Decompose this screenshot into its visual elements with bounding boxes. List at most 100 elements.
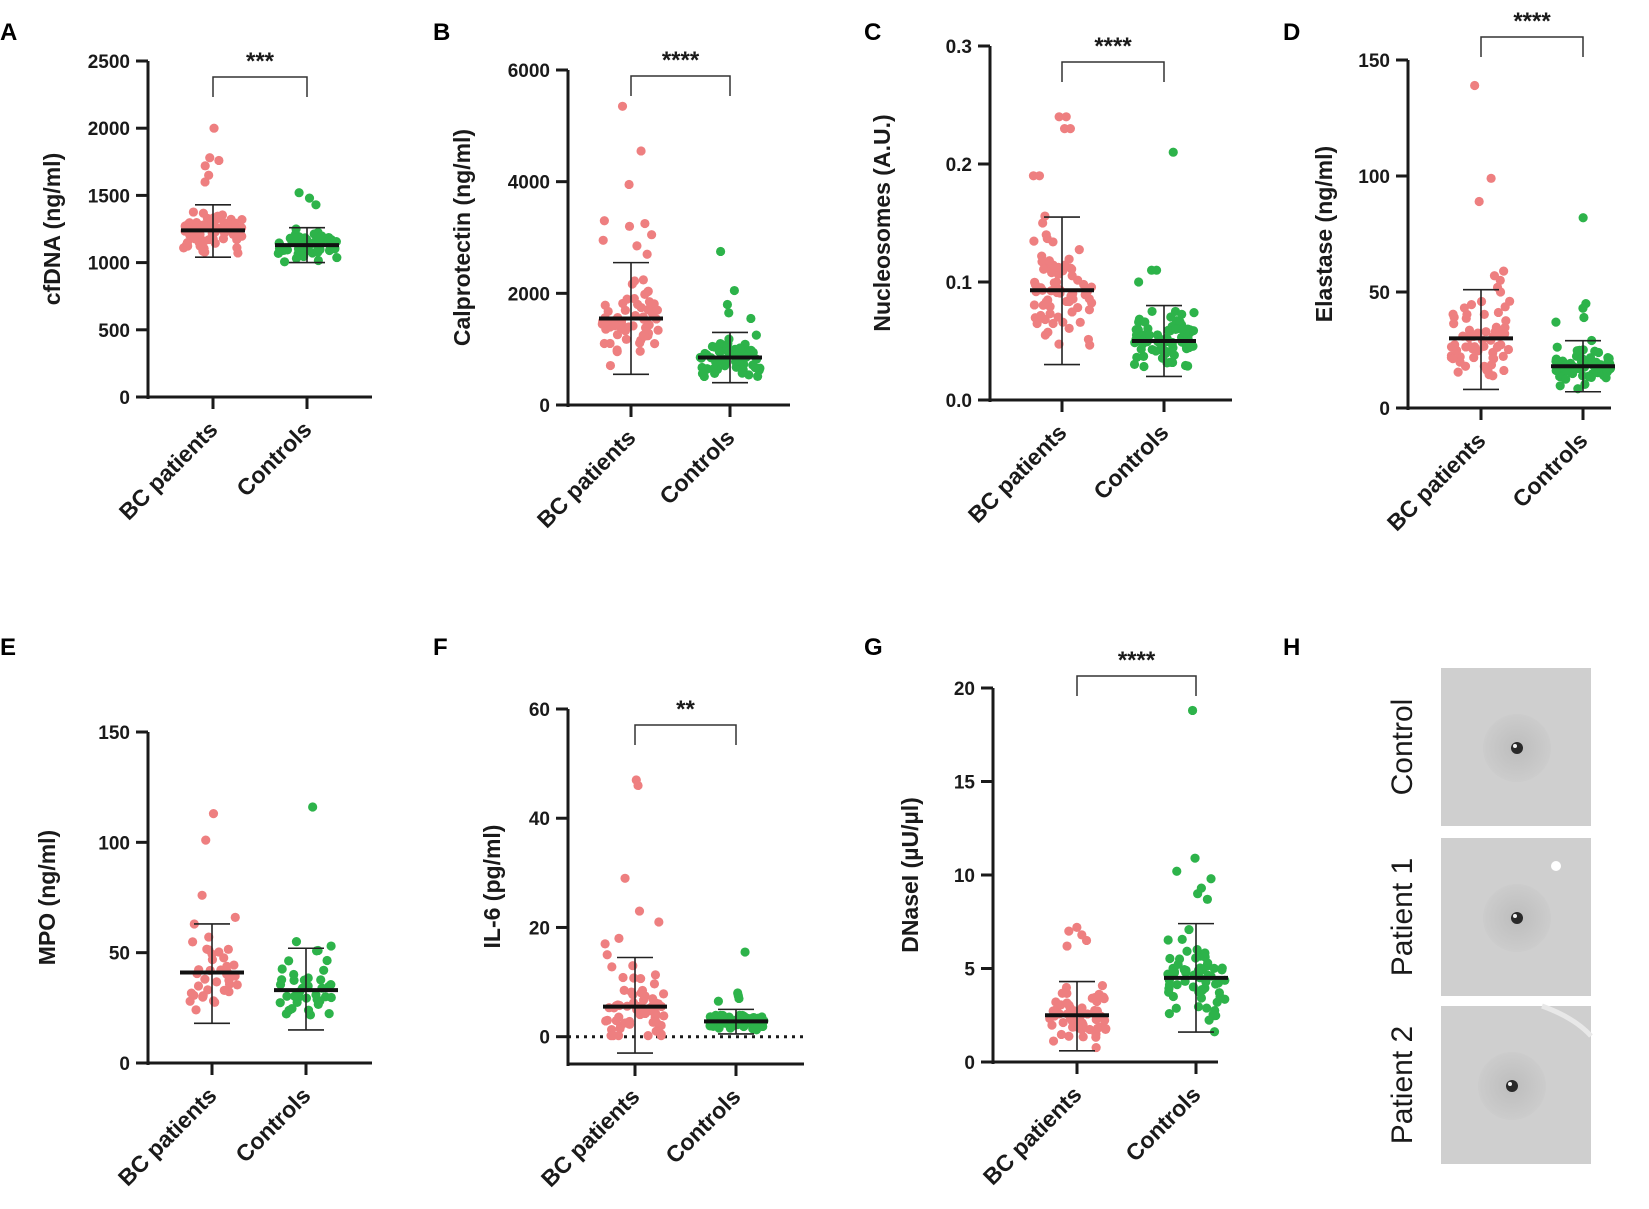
data-point bbox=[1453, 367, 1463, 377]
data-point bbox=[289, 233, 299, 243]
data-point bbox=[233, 248, 243, 258]
data-point bbox=[1048, 318, 1058, 329]
data-point bbox=[1501, 316, 1511, 326]
data-point bbox=[1499, 365, 1509, 376]
data-point bbox=[649, 979, 660, 989]
data-point bbox=[1134, 277, 1144, 287]
data-point bbox=[614, 933, 624, 943]
data-point bbox=[1057, 988, 1067, 998]
data-point bbox=[1481, 327, 1491, 337]
data-point bbox=[632, 241, 642, 251]
data-point bbox=[1037, 257, 1047, 267]
data-point bbox=[1461, 342, 1471, 352]
data-point bbox=[640, 1008, 650, 1019]
data-point bbox=[606, 1031, 616, 1041]
data-point bbox=[1173, 959, 1183, 970]
data-point bbox=[1180, 360, 1191, 371]
data-point bbox=[1097, 981, 1108, 991]
data-point bbox=[713, 996, 724, 1006]
photo-patient-1: Patient 1 bbox=[1386, 838, 1591, 996]
y-tick-label: 2000 bbox=[508, 284, 550, 305]
data-point bbox=[647, 230, 657, 240]
y-tick-label: 15 bbox=[954, 773, 976, 794]
series-patients bbox=[600, 775, 669, 1054]
data-point bbox=[188, 207, 198, 217]
data-point bbox=[601, 1016, 611, 1026]
data-point bbox=[281, 1009, 291, 1019]
x-category-label: BC patients bbox=[978, 1081, 1087, 1190]
data-point bbox=[1164, 1009, 1174, 1019]
data-point bbox=[214, 155, 224, 166]
significance-bracket bbox=[212, 76, 308, 97]
data-point bbox=[1051, 277, 1062, 287]
data-point bbox=[277, 975, 287, 985]
x-category-label: BC patients bbox=[1382, 427, 1491, 536]
data-point bbox=[1067, 271, 1077, 281]
plate-reflection bbox=[1541, 1003, 1593, 1038]
data-point bbox=[627, 279, 637, 289]
data-point bbox=[620, 873, 630, 883]
significance-stars: *** bbox=[246, 48, 275, 75]
x-category-label: Controls bbox=[1507, 427, 1592, 512]
data-point bbox=[316, 975, 326, 985]
x-category-label: BC patients bbox=[113, 1082, 222, 1191]
data-point bbox=[204, 932, 214, 942]
data-point bbox=[195, 241, 205, 251]
panel-f: F IL-6 (pg/ml) 0 20 40 60 BC patients Controls *… bbox=[433, 634, 808, 1192]
series-patients bbox=[597, 101, 663, 376]
data-point bbox=[1091, 1032, 1101, 1042]
data-point bbox=[1555, 381, 1565, 391]
data-point bbox=[209, 123, 219, 133]
data-point bbox=[1181, 344, 1192, 354]
y-tick-label: 20 bbox=[954, 679, 975, 700]
data-point bbox=[1448, 309, 1458, 319]
data-point bbox=[643, 304, 653, 315]
data-point bbox=[1139, 361, 1149, 372]
y-axis-label: cfDNA (ng/ml) bbox=[39, 153, 65, 305]
x-category-label: Controls bbox=[230, 1082, 315, 1167]
y-tick-label: 150 bbox=[1358, 51, 1390, 72]
data-point bbox=[722, 299, 733, 310]
y-axis-label: Nucleosomes (A.U.) bbox=[869, 114, 895, 331]
data-point bbox=[319, 965, 329, 975]
data-point bbox=[634, 906, 645, 916]
data-point bbox=[1171, 324, 1181, 335]
data-point bbox=[1062, 998, 1072, 1008]
data-point bbox=[230, 912, 240, 922]
data-point bbox=[1081, 935, 1092, 946]
data-point bbox=[711, 357, 721, 367]
data-point bbox=[1551, 317, 1561, 327]
significance-bracket bbox=[1480, 36, 1584, 57]
well-spot bbox=[1511, 912, 1523, 924]
data-point bbox=[1190, 853, 1200, 863]
data-point bbox=[1042, 233, 1052, 244]
data-point bbox=[613, 1031, 624, 1041]
y-tick-label: 5 bbox=[964, 960, 975, 981]
y-axis-label: DNaseI (µU/µl) bbox=[897, 797, 923, 953]
data-point bbox=[322, 955, 332, 966]
data-point bbox=[1561, 374, 1571, 384]
y-tick-label: 60 bbox=[529, 700, 550, 721]
data-point bbox=[313, 255, 323, 266]
y-tick-label: 0 bbox=[539, 396, 550, 417]
data-point bbox=[1129, 359, 1140, 370]
y-axis-label: Elastase (ng/ml) bbox=[1311, 146, 1337, 322]
data-point bbox=[697, 369, 708, 379]
y-tick-label: 50 bbox=[1369, 283, 1390, 304]
data-point bbox=[1043, 327, 1053, 337]
data-point bbox=[198, 220, 209, 230]
y-tick-label: 0.2 bbox=[946, 155, 972, 176]
data-point bbox=[1177, 309, 1187, 319]
data-point bbox=[1030, 277, 1040, 287]
data-point bbox=[1590, 346, 1600, 356]
y-tick-label: 1500 bbox=[88, 186, 130, 207]
y-tick-label: 2000 bbox=[88, 119, 130, 140]
data-point bbox=[1495, 287, 1506, 297]
data-point bbox=[299, 975, 309, 985]
data-point bbox=[735, 343, 745, 353]
data-point bbox=[716, 246, 726, 257]
data-point bbox=[185, 996, 195, 1006]
data-point bbox=[1139, 351, 1149, 361]
data-point bbox=[193, 981, 204, 991]
data-point bbox=[640, 218, 650, 229]
